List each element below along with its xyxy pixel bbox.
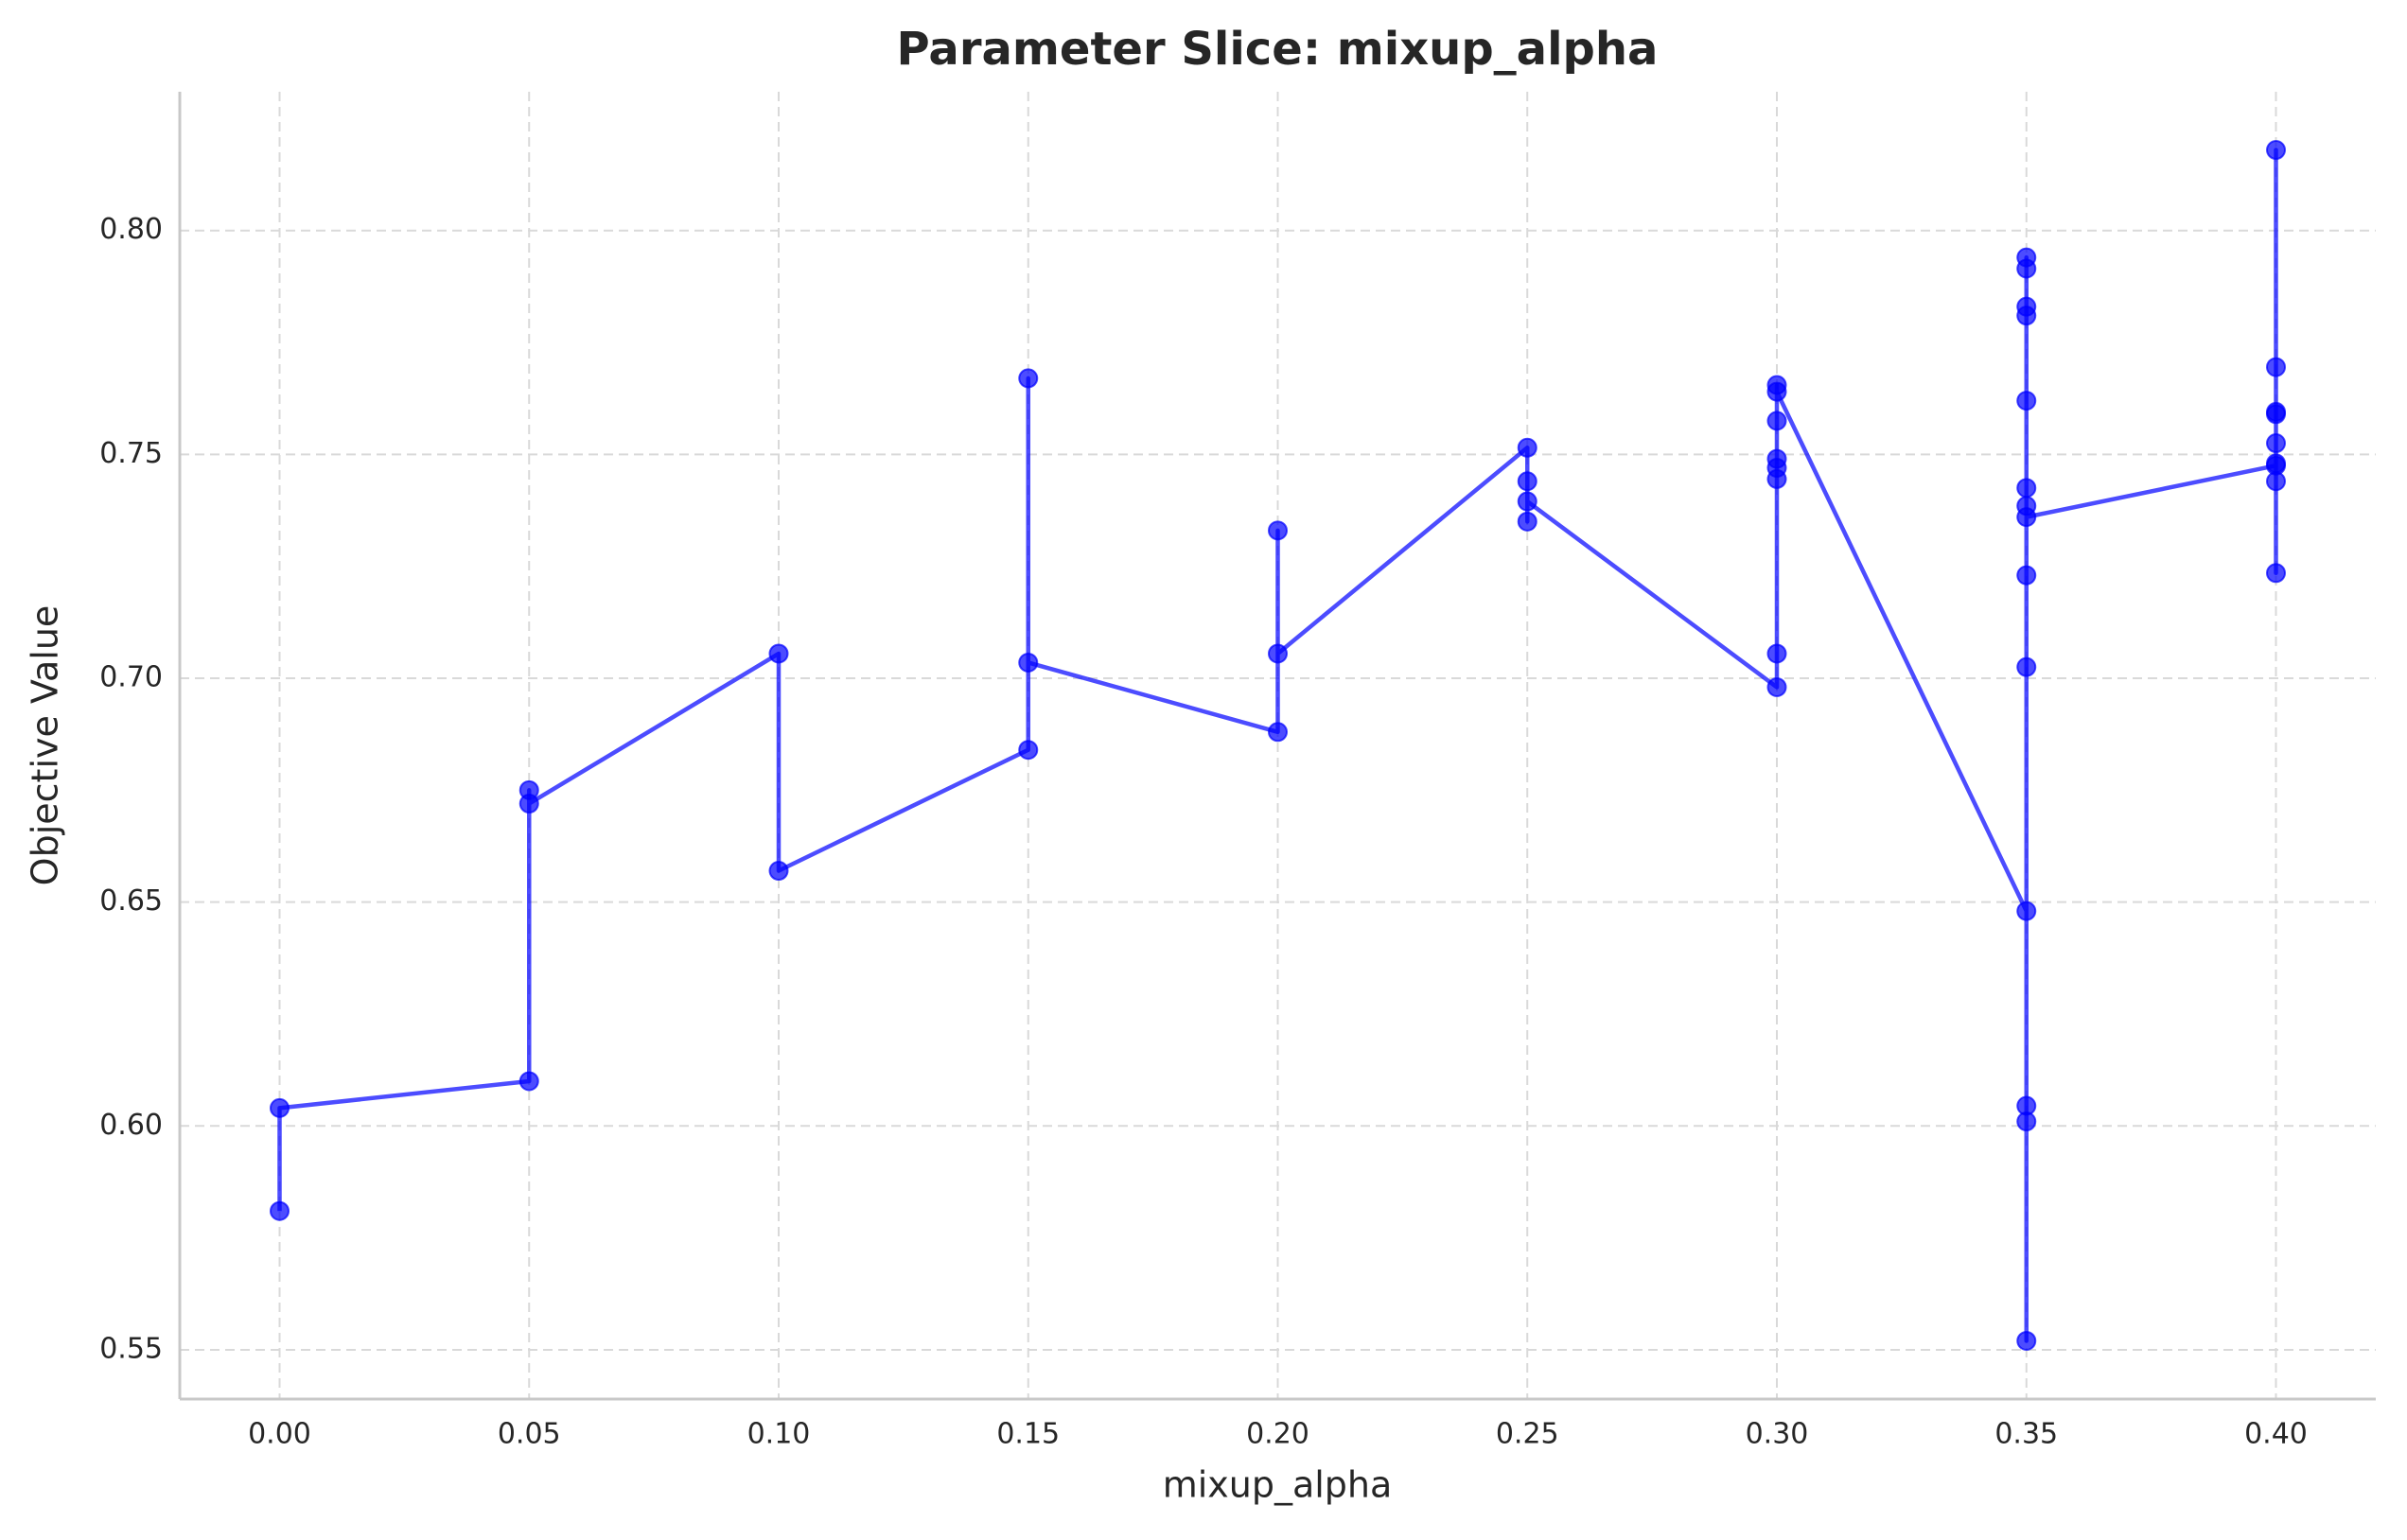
x-axis-label: mixup_alpha bbox=[1163, 1464, 1393, 1506]
data-point bbox=[1268, 722, 1288, 743]
data-point bbox=[1268, 643, 1288, 664]
x-tick-label: 0.35 bbox=[1994, 1418, 2058, 1451]
data-point bbox=[2016, 565, 2037, 586]
data-point bbox=[1018, 652, 1039, 673]
data-point bbox=[768, 861, 789, 882]
data-point bbox=[270, 1200, 290, 1221]
data-point bbox=[2266, 453, 2286, 474]
y-tick-label: 0.80 bbox=[99, 213, 163, 246]
data-point bbox=[2016, 507, 2037, 528]
data-point bbox=[1766, 411, 1787, 431]
data-point bbox=[1766, 676, 1787, 697]
y-axis-label: Objective Value bbox=[25, 605, 66, 886]
data-point bbox=[2016, 1330, 2037, 1351]
x-tick-label: 0.40 bbox=[2244, 1418, 2308, 1451]
data-point bbox=[1766, 381, 1787, 402]
y-tick-label: 0.55 bbox=[99, 1332, 163, 1365]
x-tick-label: 0.30 bbox=[1746, 1418, 1809, 1451]
chart-title: Parameter Slice: mixup_alpha bbox=[897, 23, 1659, 76]
data-point bbox=[518, 794, 539, 814]
y-tick-label: 0.60 bbox=[99, 1109, 163, 1142]
data-point bbox=[2016, 656, 2037, 677]
data-point bbox=[1018, 740, 1039, 761]
data-point bbox=[1766, 458, 1787, 479]
y-tick-label: 0.65 bbox=[99, 884, 163, 918]
data-point bbox=[2266, 401, 2286, 422]
data-point bbox=[1517, 491, 1537, 512]
data-point bbox=[270, 1097, 290, 1118]
data-point bbox=[2266, 140, 2286, 161]
y-tick-label: 0.70 bbox=[99, 661, 163, 694]
data-point bbox=[2016, 258, 2037, 279]
data-point bbox=[1517, 511, 1537, 532]
data-point bbox=[2266, 563, 2286, 584]
x-tick-label: 0.25 bbox=[1496, 1418, 1559, 1451]
data-point bbox=[2016, 901, 2037, 921]
y-tick-label: 0.75 bbox=[99, 437, 163, 470]
data-point bbox=[2016, 1095, 2037, 1116]
x-tick-label: 0.15 bbox=[996, 1418, 1060, 1451]
x-tick-label: 0.05 bbox=[498, 1418, 561, 1451]
data-point bbox=[1517, 437, 1537, 458]
x-tick-label: 0.20 bbox=[1246, 1418, 1309, 1451]
data-point bbox=[2266, 433, 2286, 454]
data-point bbox=[1018, 368, 1039, 389]
data-point bbox=[1517, 471, 1537, 492]
data-point bbox=[1268, 520, 1288, 541]
x-tick-label: 0.00 bbox=[248, 1418, 311, 1451]
data-point bbox=[768, 643, 789, 664]
data-point bbox=[2266, 471, 2286, 492]
data-point bbox=[2016, 391, 2037, 411]
data-point bbox=[2266, 357, 2286, 377]
data-point bbox=[1766, 643, 1787, 664]
x-tick-label: 0.10 bbox=[747, 1418, 811, 1451]
data-point bbox=[518, 1071, 539, 1092]
data-point bbox=[2016, 306, 2037, 326]
data-point bbox=[2016, 478, 2037, 499]
